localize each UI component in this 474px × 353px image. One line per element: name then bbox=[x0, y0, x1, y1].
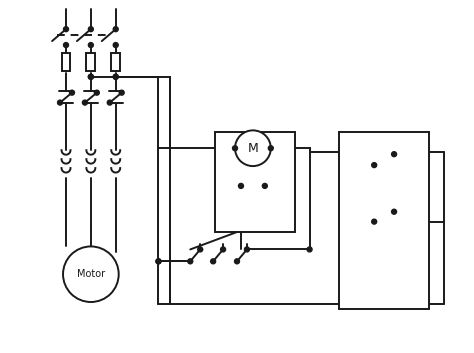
Circle shape bbox=[268, 146, 273, 151]
Circle shape bbox=[220, 247, 226, 252]
Circle shape bbox=[88, 43, 93, 48]
Circle shape bbox=[113, 74, 118, 79]
Text: M: M bbox=[247, 142, 258, 155]
Circle shape bbox=[198, 247, 203, 252]
Circle shape bbox=[70, 90, 74, 95]
Circle shape bbox=[57, 100, 63, 105]
Circle shape bbox=[113, 43, 118, 48]
Circle shape bbox=[107, 100, 112, 105]
Circle shape bbox=[82, 100, 87, 105]
Circle shape bbox=[233, 146, 237, 151]
Circle shape bbox=[392, 209, 397, 214]
Circle shape bbox=[88, 74, 93, 79]
Circle shape bbox=[262, 184, 267, 189]
Circle shape bbox=[238, 184, 244, 189]
Circle shape bbox=[235, 259, 239, 264]
Circle shape bbox=[119, 90, 124, 95]
Circle shape bbox=[88, 74, 93, 79]
Circle shape bbox=[88, 27, 93, 32]
Bar bbox=[86, 53, 95, 71]
Circle shape bbox=[392, 152, 397, 157]
Circle shape bbox=[188, 259, 193, 264]
Circle shape bbox=[64, 43, 69, 48]
Bar bbox=[215, 132, 295, 232]
Bar bbox=[62, 53, 71, 71]
Circle shape bbox=[156, 259, 161, 264]
Circle shape bbox=[113, 74, 118, 79]
Circle shape bbox=[307, 247, 312, 252]
Circle shape bbox=[235, 130, 271, 166]
Circle shape bbox=[210, 259, 216, 264]
Circle shape bbox=[63, 246, 118, 302]
Circle shape bbox=[372, 219, 377, 224]
Circle shape bbox=[113, 27, 118, 32]
Circle shape bbox=[245, 247, 249, 252]
Circle shape bbox=[94, 90, 100, 95]
Circle shape bbox=[64, 27, 69, 32]
Bar bbox=[111, 53, 120, 71]
Text: Motor: Motor bbox=[77, 269, 105, 279]
Circle shape bbox=[372, 163, 377, 168]
Circle shape bbox=[156, 259, 161, 264]
Bar bbox=[339, 132, 429, 309]
